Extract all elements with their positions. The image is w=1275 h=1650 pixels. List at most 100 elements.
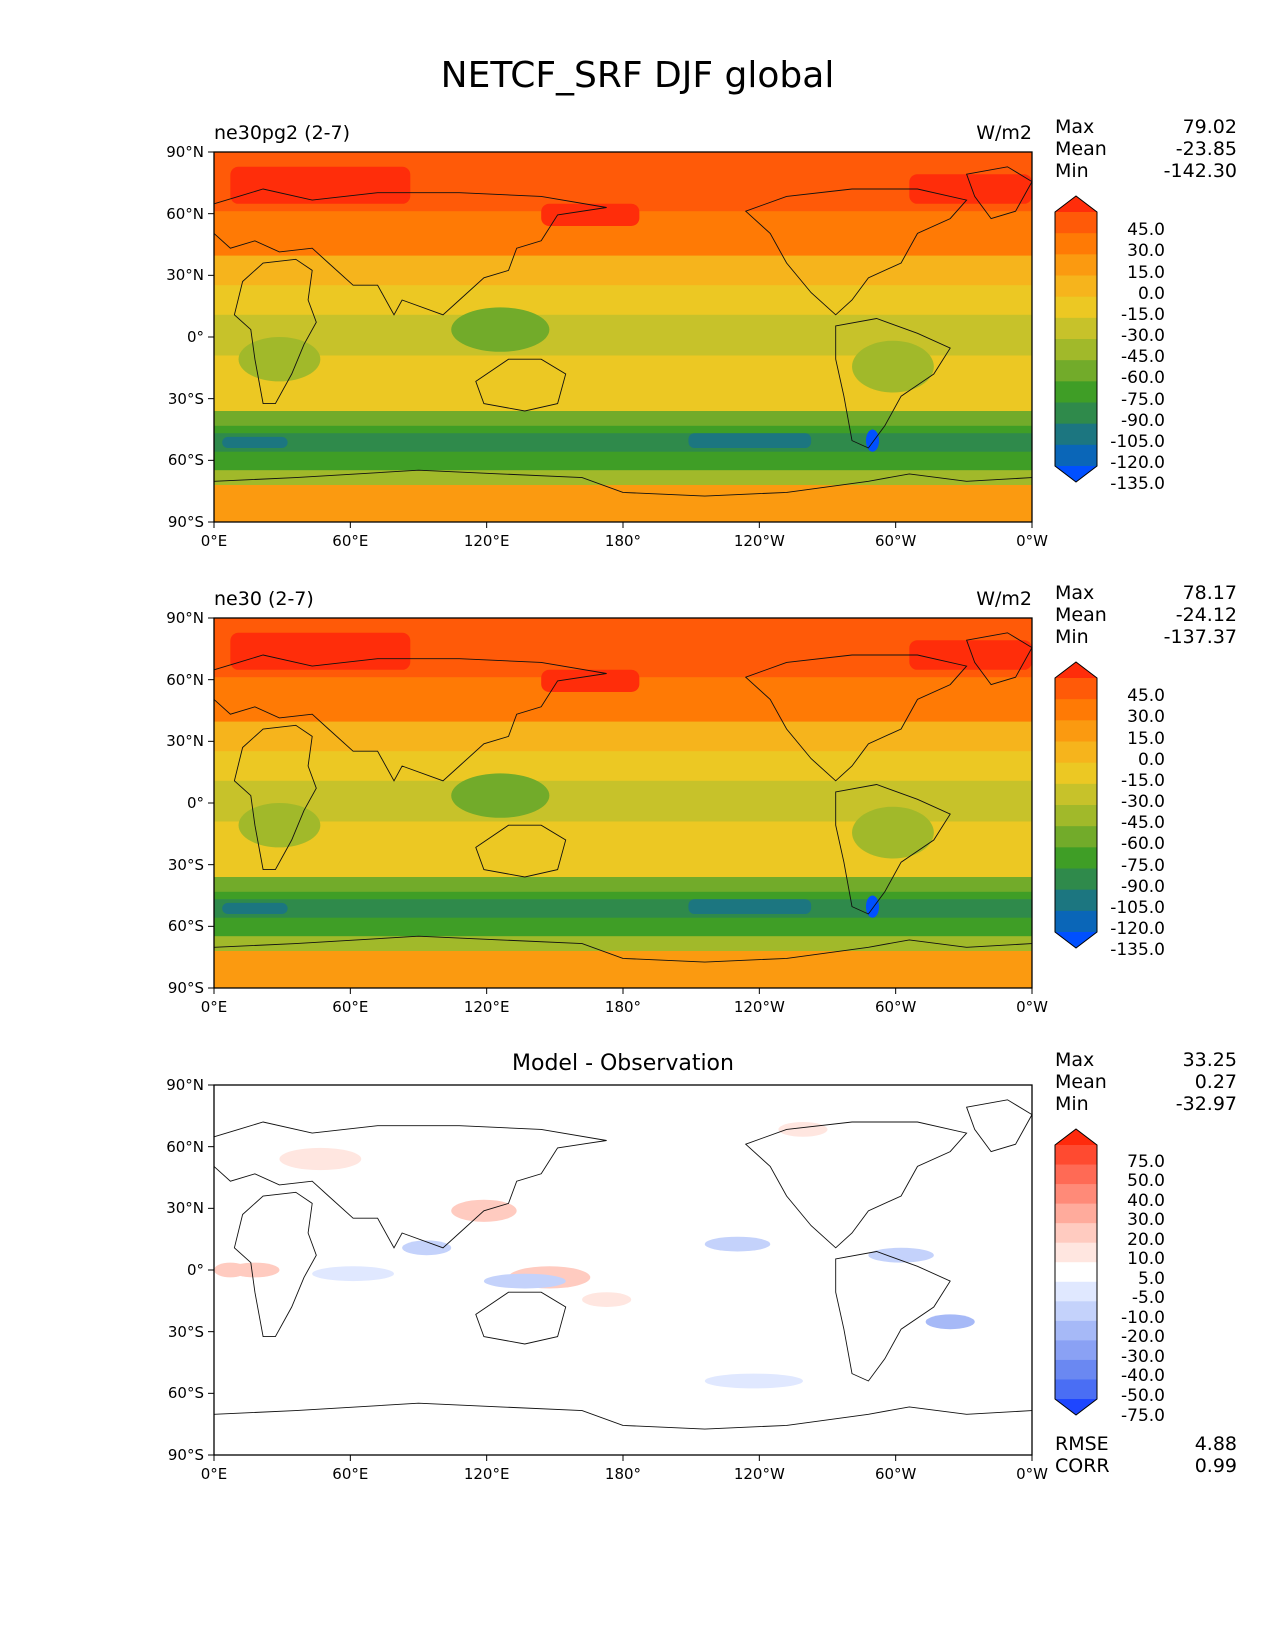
colorbar-segment <box>1055 1359 1097 1380</box>
contour-band <box>214 485 1032 523</box>
contour-patch <box>238 803 321 848</box>
colorbar-tick-label: 30.0 <box>1127 707 1165 728</box>
colorbar-tick-label: 15.0 <box>1127 728 1165 749</box>
contour-patch <box>909 174 1032 204</box>
colorbar-tick-label: -120.0 <box>1110 453 1165 473</box>
colorbar-segment <box>1055 1340 1097 1361</box>
y-tick-label: 30°N <box>166 266 204 285</box>
colorbar-segment <box>1055 1262 1097 1283</box>
colorbar-tick-label: 5.0 <box>1137 1268 1165 1289</box>
contour-patch <box>238 337 321 382</box>
colorbar-tick-label: -75.0 <box>1121 1405 1165 1426</box>
y-tick-label: 90°S <box>167 513 204 531</box>
coastline <box>213 1402 1033 1430</box>
panel-title: Model - Observation <box>512 1051 734 1076</box>
contour-patch <box>451 773 550 818</box>
coastline <box>233 1191 317 1338</box>
colorbar-tick-label: 30.0 <box>1127 241 1165 262</box>
colorbar-tick-label: 75.0 <box>1127 1151 1165 1172</box>
y-tick-label: 60°N <box>166 204 204 223</box>
stat-min-label: Min <box>1055 1093 1089 1115</box>
stat-mean-value: -23.85 <box>1175 138 1237 160</box>
map-panel-3 <box>208 1084 1033 1461</box>
coastline <box>744 188 968 316</box>
colorbar-outline <box>1054 1128 1098 1416</box>
coastline <box>213 1121 607 1249</box>
y-tick-label: 0° <box>186 328 204 346</box>
x-tick-label: 120°E <box>463 998 510 1016</box>
colorbar-extend-min <box>1055 466 1097 482</box>
contour-band <box>214 877 1032 893</box>
contour-band <box>214 433 1032 452</box>
x-tick-label: 60°E <box>332 532 369 550</box>
colorbar-tick-label: -45.0 <box>1121 813 1165 834</box>
x-tick-label: 120°E <box>463 532 510 550</box>
coastline <box>965 166 1033 220</box>
colorbar-extend-max <box>1055 196 1097 212</box>
colorbar-tick-label: -10.0 <box>1121 1307 1165 1328</box>
contour-patch <box>925 1314 975 1330</box>
contour-patch <box>852 340 934 393</box>
contour-patch <box>868 1247 934 1263</box>
metric-rmse-value: 4.88 <box>1194 1433 1237 1455</box>
stat-mean-label: Mean <box>1055 138 1107 160</box>
stat-mean-value: -24.12 <box>1175 604 1237 626</box>
stat-max-label: Max <box>1055 582 1095 604</box>
stat-mean-label: Mean <box>1055 1071 1107 1093</box>
colorbar-tick-label: -30.0 <box>1121 326 1165 346</box>
colorbar-segment <box>1055 1223 1097 1244</box>
colorbar-segment <box>1055 678 1097 700</box>
colorbar-tick-label: 45.0 <box>1127 686 1165 707</box>
colorbar-segment <box>1055 381 1097 403</box>
colorbar-tick-label: -5.0 <box>1131 1288 1165 1309</box>
colorbar-segment <box>1055 805 1097 827</box>
colorbar-tick-label: -90.0 <box>1121 410 1165 431</box>
colorbar-segment <box>1055 1379 1097 1400</box>
x-tick-label: 120°W <box>733 998 785 1016</box>
contour-patch <box>214 1262 247 1278</box>
colorbar-segment <box>1055 1184 1097 1205</box>
y-tick-label: 60°N <box>166 1137 204 1156</box>
metric-corr-value: 0.99 <box>1194 1455 1237 1477</box>
contour-patch <box>865 895 880 918</box>
contour-patch <box>778 1122 828 1137</box>
contour-patch <box>312 1266 394 1282</box>
x-tick-label: 60°W <box>874 1465 917 1483</box>
colorbar-segment <box>1055 444 1097 467</box>
x-tick-label: 0°E <box>200 532 228 550</box>
colorbar-tick-label: -40.0 <box>1121 1366 1165 1387</box>
colorbar-segment <box>1055 1203 1097 1224</box>
contour-band <box>214 470 1032 486</box>
colorbar-segment <box>1055 910 1097 933</box>
panel-title: ne30pg2 (2-7) <box>214 122 351 144</box>
contour-patch <box>230 166 411 204</box>
colorbar-tick-label: -20.0 <box>1121 1327 1165 1348</box>
coastline <box>744 1121 968 1249</box>
colorbar-tick-label: -75.0 <box>1121 389 1165 410</box>
colorbar-segment <box>1055 212 1097 234</box>
contour-band <box>214 899 1032 918</box>
colorbar-segment <box>1055 296 1097 319</box>
colorbar-tick-label: 0.0 <box>1137 749 1165 770</box>
colorbar-tick-label: -105.0 <box>1110 897 1165 918</box>
coastline <box>965 1099 1033 1153</box>
coastline <box>475 1291 567 1345</box>
units-label: W/m2 <box>976 588 1032 610</box>
colorbar-tick-label: -105.0 <box>1110 431 1165 452</box>
y-tick-label: 60°S <box>167 917 204 936</box>
colorbar-outline <box>1054 195 1098 483</box>
colorbar-tick-label: -30.0 <box>1121 1346 1165 1367</box>
contour-band <box>214 721 1032 752</box>
colorbar-segment <box>1055 847 1097 869</box>
contour-band <box>214 255 1032 286</box>
contour-patch <box>688 899 812 914</box>
colorbar-tick-label: 0.0 <box>1137 283 1165 304</box>
coastline <box>213 188 607 316</box>
map-panel-2 <box>208 617 1033 994</box>
x-tick-label: 60°E <box>332 1465 369 1483</box>
colorbar-segment <box>1055 275 1097 298</box>
y-tick-label: 30°S <box>167 855 204 874</box>
stat-max-value: 33.25 <box>1182 1049 1237 1071</box>
colorbar-extend-max <box>1055 1129 1097 1145</box>
colorbar-segment <box>1055 762 1097 785</box>
